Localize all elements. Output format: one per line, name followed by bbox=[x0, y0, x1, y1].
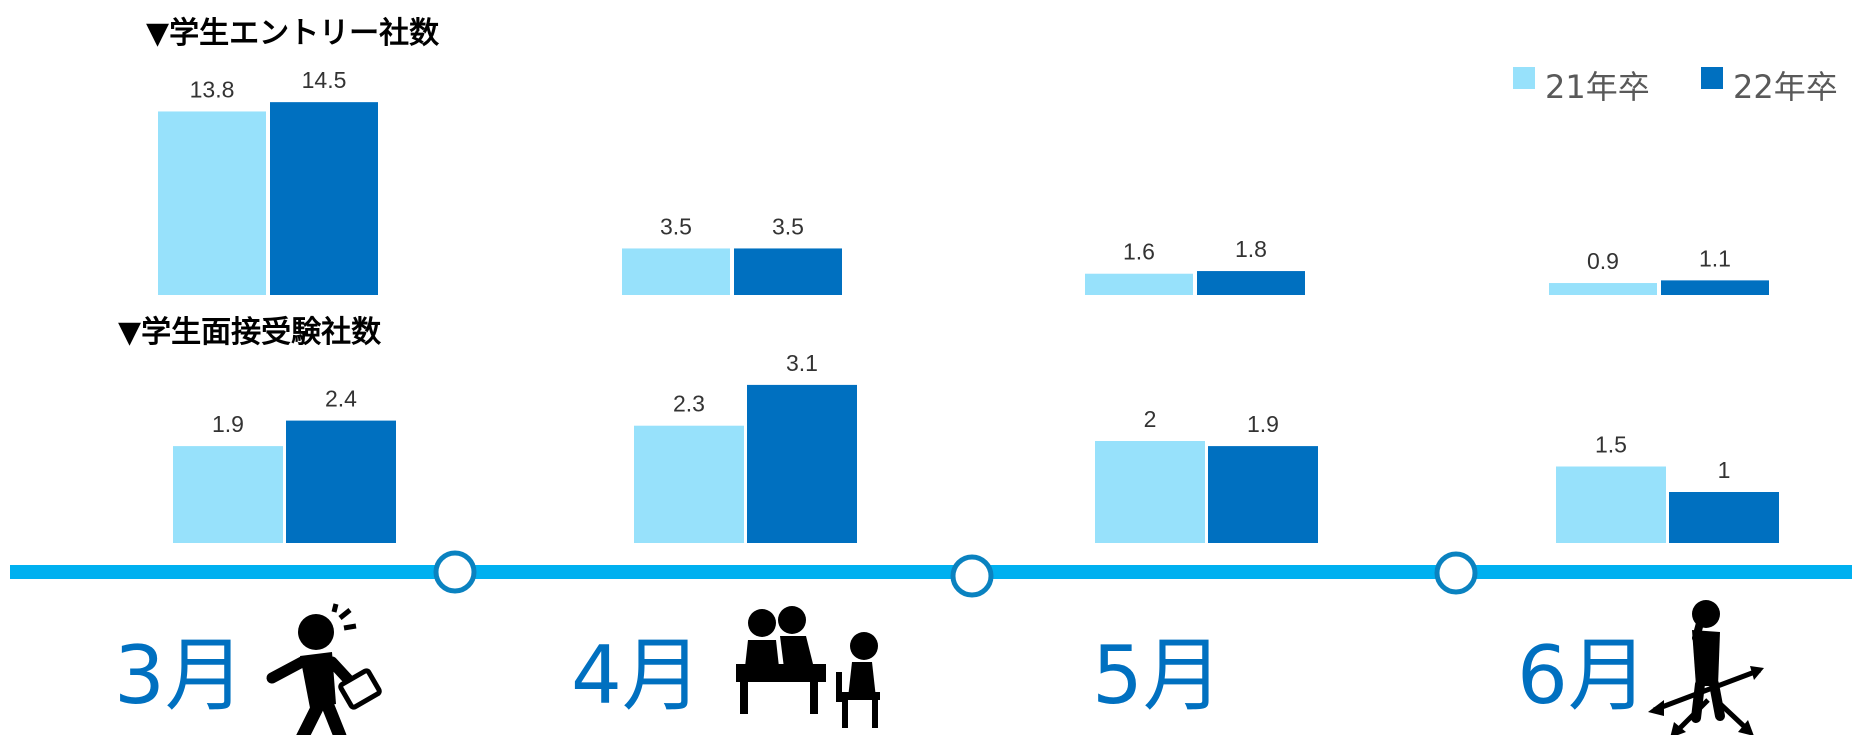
entry-chart-title: ▼学生エントリー社数 bbox=[146, 16, 440, 51]
entry-value-label: 1.6 bbox=[1123, 239, 1155, 265]
entry-value-label: 3.5 bbox=[660, 213, 692, 239]
legend-label-21: 21年卒 bbox=[1545, 68, 1650, 106]
entry-value-label: 1.1 bbox=[1699, 245, 1731, 271]
interview-meeting-icon bbox=[736, 606, 880, 728]
interview-value-label: 2 bbox=[1144, 406, 1157, 432]
interview-value-label: 2.4 bbox=[325, 386, 357, 412]
entry-value-label: 13.8 bbox=[190, 76, 235, 102]
running-businessperson-icon bbox=[266, 603, 382, 735]
legend: 21年卒 22年卒 bbox=[1513, 67, 1838, 106]
legend-label-22: 22年卒 bbox=[1733, 68, 1838, 106]
entry-value-label: 14.5 bbox=[302, 67, 347, 93]
interview-value-label: 1.5 bbox=[1595, 432, 1627, 458]
month-label-4: 4月 bbox=[571, 629, 702, 722]
interview-bar-21-4 bbox=[634, 425, 744, 543]
entry-bar-21-5 bbox=[1085, 273, 1193, 295]
entry-value-label: 3.5 bbox=[772, 213, 804, 239]
interview-bar-21-3 bbox=[173, 446, 283, 543]
confused-person-at-crossroads-icon bbox=[1648, 600, 1764, 735]
timeline-bar bbox=[10, 565, 1852, 579]
month-label-3: 3月 bbox=[114, 629, 245, 722]
interview-value-label: 1 bbox=[1718, 457, 1731, 483]
interview-value-label: 1.9 bbox=[212, 411, 244, 437]
month-label-6: 6月 bbox=[1517, 629, 1648, 722]
timeline bbox=[10, 550, 1852, 598]
entry-bar-21-6 bbox=[1549, 283, 1657, 295]
timeline-node bbox=[950, 554, 994, 598]
interview-chart-title: ▼学生面接受験社数 bbox=[118, 315, 382, 350]
entry-bar-22-6 bbox=[1661, 280, 1769, 295]
entry-bar-chart: 13.8 3.5 1.6 0.9 14.5 3.5 1.8 1.1 bbox=[158, 67, 1769, 296]
entry-bar-21-4 bbox=[622, 248, 730, 295]
entry-bar-22-4 bbox=[734, 248, 842, 295]
entry-bar-22-3 bbox=[270, 102, 378, 296]
entry-value-label: 0.9 bbox=[1587, 248, 1619, 274]
entry-bar-21-3 bbox=[158, 111, 266, 296]
timeline-node bbox=[1434, 551, 1478, 595]
interview-value-label: 3.1 bbox=[786, 350, 818, 376]
entry-value-label: 1.8 bbox=[1235, 236, 1267, 262]
interview-bar-chart: 1.9 2.3 2 1.5 2.4 3.1 1.9 1 bbox=[173, 350, 1779, 543]
interview-value-label: 1.9 bbox=[1247, 411, 1279, 437]
interview-bar-22-6 bbox=[1669, 492, 1779, 543]
interview-bar-22-4 bbox=[747, 384, 857, 543]
interview-bar-21-5 bbox=[1095, 441, 1205, 543]
interview-bar-22-5 bbox=[1208, 446, 1318, 543]
legend-swatch-22 bbox=[1701, 67, 1723, 89]
interview-bar-22-3 bbox=[286, 420, 396, 543]
legend-swatch-21 bbox=[1513, 67, 1535, 89]
month-label-5: 5月 bbox=[1092, 629, 1223, 722]
entry-bar-22-5 bbox=[1197, 271, 1305, 295]
timeline-node bbox=[433, 550, 477, 594]
interview-value-label: 2.3 bbox=[673, 391, 705, 417]
interview-bar-21-6 bbox=[1556, 466, 1666, 543]
